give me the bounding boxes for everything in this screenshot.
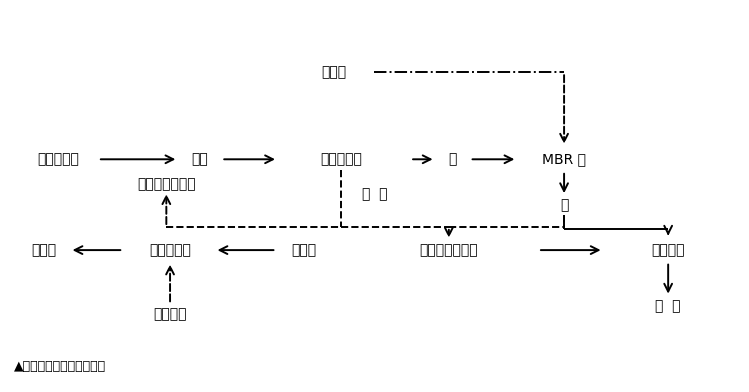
Text: MBR 池: MBR 池 (542, 152, 586, 166)
Text: 污泥泵: 污泥泵 (291, 243, 316, 257)
Text: 接触消毒: 接触消毒 (652, 243, 685, 257)
Text: 排  放: 排 放 (655, 299, 681, 313)
Text: 鼓风机: 鼓风机 (321, 65, 346, 79)
Text: 污  泥: 污 泥 (362, 187, 387, 201)
Text: 调节沉淀池: 调节沉淀池 (320, 152, 362, 166)
Text: 化粪池: 化粪池 (31, 243, 56, 257)
Text: 二氧化氯发生器: 二氧化氯发生器 (419, 243, 478, 257)
Text: 污泥浓缩池: 污泥浓缩池 (149, 243, 191, 257)
Text: 次氯酸钠: 次氯酸钠 (154, 307, 187, 321)
Text: ▲图例说明见下页图例说明: ▲图例说明见下页图例说明 (14, 360, 106, 373)
Text: 上清液回调节池: 上清液回调节池 (137, 178, 195, 191)
Text: 泵: 泵 (449, 152, 457, 166)
Text: 格栅: 格栅 (192, 152, 208, 166)
Text: 化粪池出水: 化粪池出水 (37, 152, 79, 166)
Text: 泵: 泵 (560, 199, 568, 213)
